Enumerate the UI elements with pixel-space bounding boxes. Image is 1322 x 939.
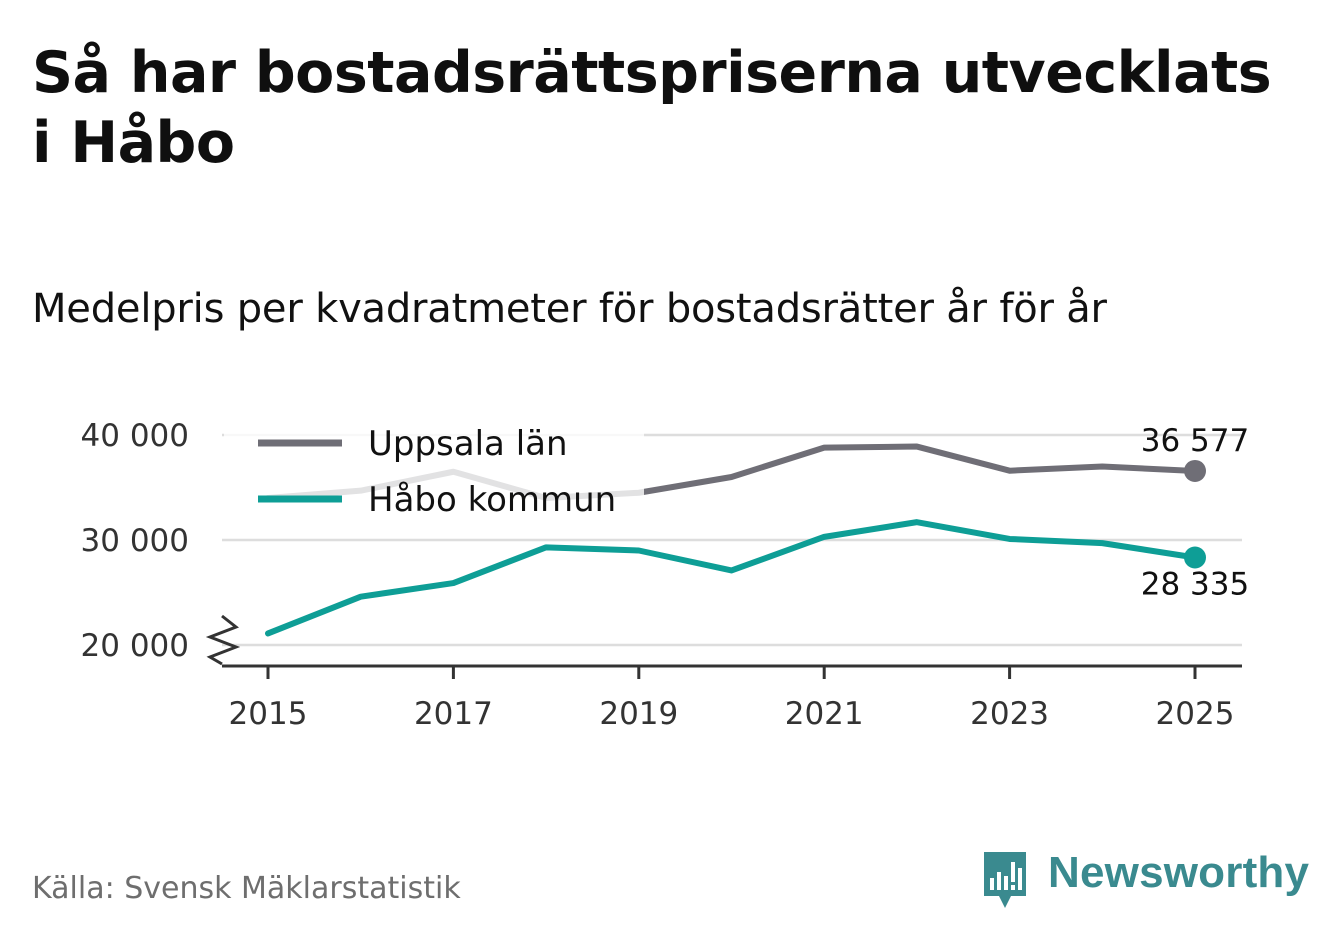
end-dot-uppsala xyxy=(1184,459,1206,482)
data-point xyxy=(821,445,827,451)
data-point xyxy=(729,567,735,573)
x-tick-label: 2015 xyxy=(229,696,308,732)
data-point xyxy=(358,594,364,600)
data-point xyxy=(450,580,456,586)
legend-label: Uppsala län xyxy=(368,424,568,464)
legend-background xyxy=(224,418,644,530)
data-point xyxy=(1099,464,1105,470)
chart-title: Så har bostadsrättspriserna utvecklats i… xyxy=(32,40,1272,176)
axis-layer: 20 000 30 000 40 000 2015 2017 2019 2021 2023 20… xyxy=(81,418,1242,732)
end-dot-habo xyxy=(1184,546,1206,569)
newsworthy-logo-icon xyxy=(984,852,1026,908)
axis-break-icon xyxy=(205,614,241,666)
y-tick-label: 20 000 xyxy=(81,628,189,664)
x-tick-label: 2019 xyxy=(599,696,678,732)
data-point xyxy=(914,519,920,525)
data-point xyxy=(265,630,271,636)
data-point xyxy=(1099,540,1105,546)
series-line-habo xyxy=(265,519,1198,637)
legend: Uppsala län Håbo kommun xyxy=(224,418,644,530)
end-value-label: 28 335 xyxy=(1141,566,1249,602)
data-point xyxy=(821,534,827,540)
y-tick-label: 30 000 xyxy=(81,523,189,559)
x-tick-label: 2021 xyxy=(785,696,864,732)
data-point xyxy=(543,544,549,550)
data-point xyxy=(914,444,920,450)
data-point xyxy=(1007,536,1013,542)
x-tick-label: 2025 xyxy=(1156,696,1235,732)
x-tick-label: 2023 xyxy=(970,696,1049,732)
y-tick-label: 40 000 xyxy=(81,418,189,454)
x-tick-label: 2017 xyxy=(414,696,493,732)
data-point xyxy=(729,474,735,480)
label-layer: 36 577 28 335 xyxy=(1141,423,1249,603)
data-point xyxy=(1007,468,1013,474)
source-note: Källa: Svensk Mäklarstatistik xyxy=(32,871,461,906)
newsworthy-logo: Newsworthy xyxy=(980,848,1309,912)
data-point xyxy=(636,548,642,554)
chart-subtitle: Medelpris per kvadratmeter för bostadsrä… xyxy=(32,286,1107,332)
end-value-label: 36 577 xyxy=(1141,423,1249,459)
legend-label: Håbo kommun xyxy=(368,480,616,520)
brand-name: Newsworthy xyxy=(1048,848,1310,897)
